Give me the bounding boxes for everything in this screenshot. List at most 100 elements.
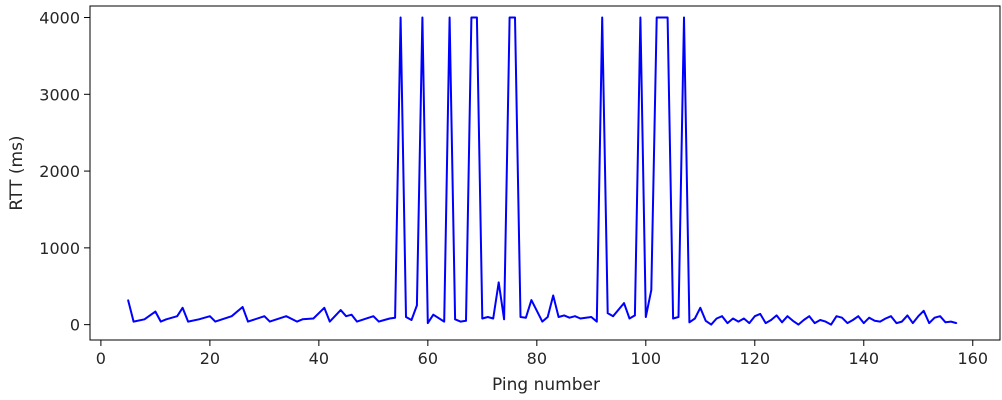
data-point	[612, 315, 614, 317]
data-point	[672, 317, 674, 320]
data-point	[160, 320, 162, 323]
x-tick-label: 120	[740, 349, 771, 368]
data-point	[917, 315, 920, 317]
data-point	[459, 320, 462, 323]
data-point	[339, 309, 342, 311]
y-tick-label: 2000	[39, 162, 80, 181]
data-point	[230, 315, 233, 317]
data-point	[879, 320, 881, 323]
data-point	[661, 16, 663, 19]
data-point	[405, 316, 407, 318]
data-point	[873, 320, 876, 322]
data-point	[645, 316, 647, 318]
data-point	[568, 316, 571, 319]
data-point	[781, 321, 783, 324]
data-point	[165, 318, 168, 321]
data-point	[443, 320, 445, 323]
data-point	[792, 320, 794, 322]
data-point	[465, 320, 467, 322]
data-point	[525, 316, 527, 319]
data-point	[824, 320, 827, 323]
data-point	[574, 315, 576, 317]
data-point	[530, 299, 533, 301]
data-point	[634, 314, 636, 317]
data-point	[683, 16, 685, 19]
data-point	[704, 320, 707, 322]
data-point	[797, 323, 800, 326]
data-point	[481, 317, 484, 320]
data-point	[688, 321, 691, 324]
data-point	[601, 16, 604, 19]
x-tick-label: 140	[848, 349, 879, 368]
data-point	[247, 320, 249, 323]
data-point	[819, 319, 821, 321]
data-point	[590, 316, 593, 318]
data-point	[181, 306, 184, 309]
data-point	[399, 16, 402, 19]
data-point	[198, 318, 200, 321]
data-point	[922, 310, 925, 312]
series-group	[127, 16, 958, 326]
data-point	[421, 16, 424, 19]
data-point	[143, 318, 146, 321]
data-point	[803, 319, 805, 321]
data-point	[416, 304, 418, 307]
data-point	[350, 313, 353, 316]
data-point	[579, 317, 582, 320]
data-point	[868, 316, 871, 319]
data-point	[323, 306, 326, 309]
data-point	[770, 319, 772, 321]
data-point	[906, 314, 909, 317]
data-point	[694, 317, 696, 320]
data-point	[901, 320, 903, 323]
data-point	[841, 316, 843, 319]
data-point	[639, 16, 642, 19]
x-tick-label: 40	[309, 349, 329, 368]
plot-frame	[89, 5, 1001, 341]
data-point	[808, 315, 811, 317]
data-point	[497, 281, 500, 284]
data-point	[296, 320, 298, 323]
data-point	[448, 16, 451, 19]
data-point	[187, 320, 189, 323]
data-point	[345, 315, 347, 317]
data-point	[595, 320, 598, 323]
data-point	[748, 322, 751, 324]
data-point	[666, 16, 669, 19]
x-tick-label: 160	[957, 349, 988, 368]
data-point	[263, 315, 266, 317]
data-point	[710, 323, 712, 326]
data-point	[764, 322, 767, 324]
data-point	[759, 313, 762, 315]
data-point	[508, 16, 511, 19]
data-point	[378, 320, 380, 323]
y-tick-label: 0	[70, 316, 80, 335]
data-point	[813, 322, 816, 324]
data-point	[563, 314, 565, 317]
x-tick-label: 100	[631, 349, 662, 368]
series-line	[127, 16, 957, 326]
data-point	[486, 316, 489, 318]
data-point	[628, 317, 631, 320]
data-point	[328, 320, 331, 323]
x-tick-label: 60	[418, 349, 438, 368]
data-point	[655, 16, 658, 19]
data-point	[623, 302, 625, 304]
data-point	[835, 315, 838, 317]
data-point	[606, 312, 609, 314]
data-point	[514, 16, 516, 19]
data-point	[857, 315, 860, 317]
data-point	[470, 16, 473, 19]
data-point	[753, 315, 756, 317]
data-point	[737, 320, 740, 323]
data-point	[388, 317, 391, 320]
data-point	[394, 316, 396, 319]
data-point	[410, 319, 413, 321]
data-point	[786, 315, 789, 317]
y-tick-label: 1000	[39, 239, 80, 258]
data-point	[699, 306, 702, 309]
data-point	[650, 289, 653, 291]
data-point	[492, 317, 495, 320]
data-point	[154, 310, 157, 313]
